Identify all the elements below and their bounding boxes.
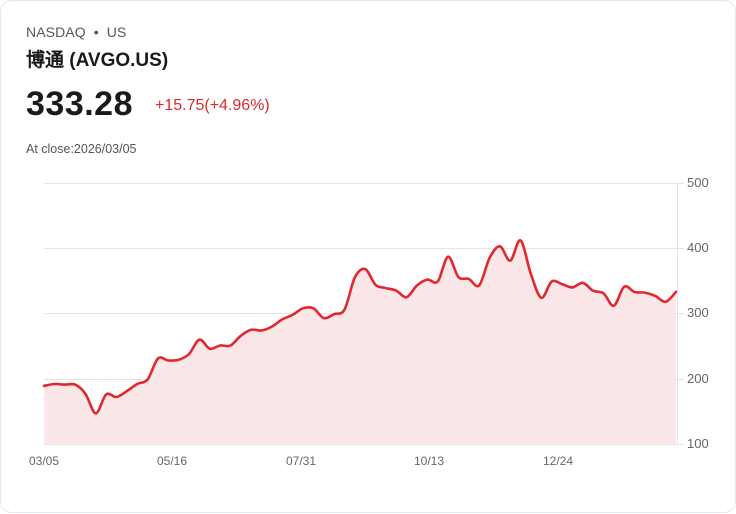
x-tick-1224: 12/24 xyxy=(543,454,574,468)
x-tick-1013: 10/13 xyxy=(414,454,445,468)
exchange-line: NASDAQ • US xyxy=(26,24,126,40)
stock-title: 博通 (AVGO.US) xyxy=(26,50,169,71)
y-tick-100: 100 xyxy=(687,436,709,451)
exchange-name: NASDAQ xyxy=(26,24,86,40)
price-change: +15.75(+4.96%) xyxy=(155,97,270,114)
current-price: 333.28 xyxy=(26,85,133,123)
y-tick-200: 200 xyxy=(687,371,709,386)
x-tick-0731: 07/31 xyxy=(286,454,317,468)
market-name: US xyxy=(106,24,127,40)
y-tick-500: 500 xyxy=(687,175,709,190)
x-tick-0305: 03/05 xyxy=(29,454,60,468)
y-tick-400: 400 xyxy=(687,240,709,255)
x-tick-0516: 05/16 xyxy=(157,454,188,468)
separator-dot: • xyxy=(93,24,99,40)
price-area-fill xyxy=(44,240,676,444)
y-tick-300: 300 xyxy=(687,305,709,320)
close-timestamp: At close:2026/03/05 xyxy=(26,142,137,156)
price-line xyxy=(42,239,678,415)
